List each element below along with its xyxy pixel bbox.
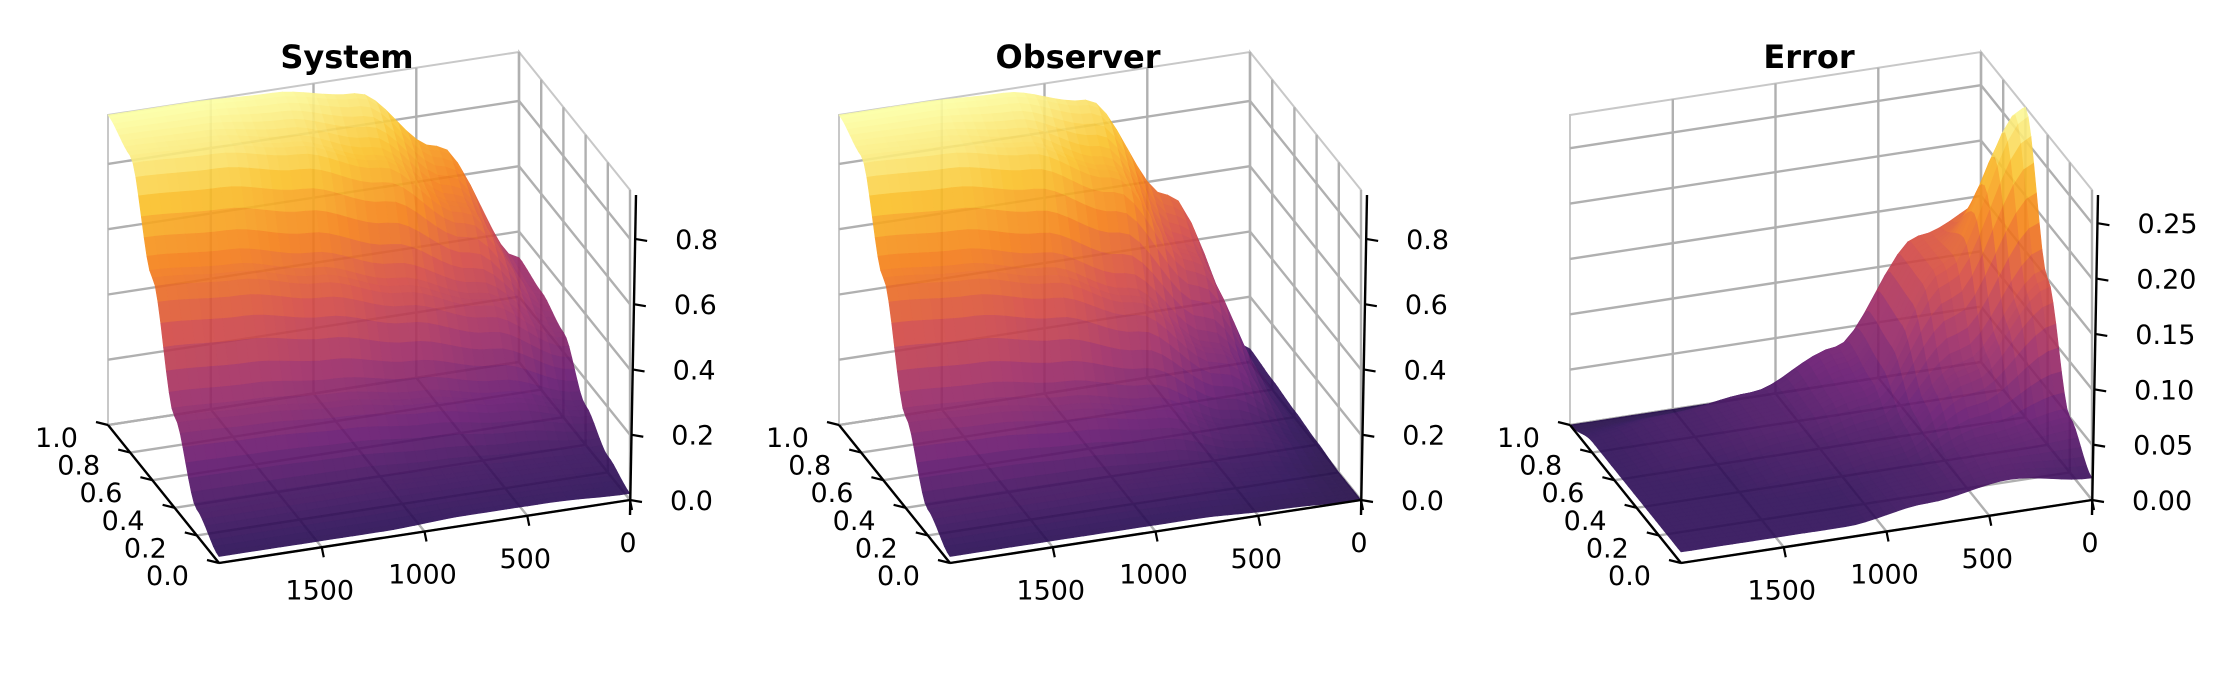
y-tick [162, 503, 175, 509]
z-tick-label: 0.00 [2132, 486, 2192, 517]
surface-cell [215, 550, 230, 557]
y-tick-label: 0.2 [1586, 533, 1629, 564]
z-tick [629, 498, 643, 504]
z-tick [634, 237, 648, 243]
y-tick-label: 0.6 [1541, 478, 1584, 509]
y-tick-label: 1.0 [35, 423, 78, 454]
y-tick [826, 420, 840, 427]
z-tick [2096, 277, 2109, 282]
z-tick-label: 0.4 [673, 355, 716, 386]
z-tick-label: 0.2 [1402, 421, 1445, 452]
y-tick-label: 0.4 [1564, 506, 1607, 537]
y-tick [95, 420, 109, 427]
surface-cell [919, 476, 933, 493]
y-tick-label: 0.6 [810, 478, 853, 509]
z-tick [2092, 443, 2106, 448]
x-tick [423, 531, 428, 542]
z-tick [1360, 498, 1374, 504]
z-tick-label: 0.2 [671, 421, 714, 452]
x-tick-label: 1500 [1747, 575, 1816, 606]
z-tick-label: 0.6 [674, 290, 717, 321]
y-tick-label: 1.0 [1497, 423, 1540, 454]
panel-observer: 0500100015000.00.20.40.60.81.00.00.20.40… [766, 38, 1449, 606]
z-tick [1362, 433, 1375, 438]
x-tick [1257, 515, 1262, 526]
z-tick-label: 0.0 [1401, 486, 1444, 517]
chart-title: System [280, 38, 413, 76]
axes: 0500100015000.00.20.40.60.81.00.00.20.40… [35, 194, 718, 606]
y-tick-label: 0.8 [1519, 451, 1562, 482]
z-tick-label: 0.8 [675, 225, 718, 256]
x-tick-label: 1500 [285, 575, 354, 606]
z-tick-label: 0.15 [2135, 320, 2195, 351]
x-tick-label: 500 [499, 544, 551, 575]
x-tick [1154, 531, 1159, 542]
y-tick-label: 0.4 [102, 506, 145, 537]
x-tick-label: 1000 [1119, 560, 1188, 591]
panel-system: 0500100015000.00.20.40.60.81.00.00.20.40… [35, 38, 718, 606]
x-tick [320, 547, 325, 558]
z-tick-label: 0.0 [670, 486, 713, 517]
y-tick [140, 476, 153, 482]
z-tick-label: 0.8 [1406, 225, 1449, 256]
panel-error: 0 500 1000 1500 0.00.20.40.60.81.0 0.00 0.05 0.… [1497, 38, 2198, 606]
z-tick [1365, 237, 1379, 243]
z-tick [2091, 498, 2105, 504]
z-tick-label: 0.05 [2133, 431, 2193, 462]
y-tick [206, 558, 220, 565]
chart-title: Error [1763, 38, 1854, 76]
surface-cell [863, 161, 878, 178]
surface [838, 91, 1362, 557]
x-tick [1051, 547, 1056, 558]
surface-cell [908, 420, 922, 434]
y-tick-label: 0.2 [855, 533, 898, 564]
z-tick [2095, 332, 2108, 338]
y-tick-label: 0.0 [1608, 561, 1651, 592]
x-tick [1885, 531, 1890, 542]
chart-title: Observer [996, 38, 1161, 76]
y-tick [1557, 420, 1571, 427]
surface-cell [177, 420, 191, 434]
x-tick-label: 500 [1230, 544, 1282, 575]
y-tick-label: 0.8 [788, 451, 831, 482]
z-tick [633, 303, 647, 308]
x-tick [526, 515, 531, 526]
z-tick-label: 0.4 [1404, 355, 1447, 386]
x-tick-label: 0 [1350, 528, 1367, 559]
y-tick-label: 0.6 [79, 478, 122, 509]
z-tick [1364, 303, 1378, 308]
z-tick [2097, 222, 2110, 227]
x-tick-label: 0 [2081, 528, 2098, 559]
z-tick-label: 0.20 [2136, 265, 2196, 296]
y-tick-label: 0.0 [877, 561, 920, 592]
z-tick [1363, 368, 1376, 373]
x-tick-label: 1000 [1850, 560, 1919, 591]
x-tick-label: 500 [1961, 544, 2013, 575]
z-tick-label: 0.25 [2137, 209, 2197, 240]
y-tick-label: 0.4 [833, 506, 876, 537]
surface [107, 91, 631, 557]
y-tick-label: 0.2 [124, 533, 167, 564]
y-tick-label: 0.8 [57, 451, 100, 482]
z-tick [2093, 388, 2107, 393]
x-tick-label: 0 [619, 528, 636, 559]
z-axis-line [628, 194, 638, 516]
y-tick [184, 531, 198, 537]
y-tick [117, 448, 131, 454]
z-tick [632, 368, 645, 373]
y-axis-line [107, 424, 220, 564]
z-tick-label: 0.10 [2134, 375, 2194, 406]
z-tick-label: 0.6 [1405, 290, 1448, 321]
surface-cell [188, 476, 202, 493]
surface-cell [132, 161, 147, 178]
x-tick-label: 1000 [388, 560, 457, 591]
x-tick [628, 499, 634, 511]
x-tick [1988, 515, 1993, 526]
x-tick-label: 1500 [1016, 575, 1085, 606]
y-tick-label: 1.0 [766, 423, 809, 454]
y-tick-label: 0.0 [146, 561, 189, 592]
z-tick [631, 433, 644, 438]
x-tick [1782, 547, 1787, 558]
